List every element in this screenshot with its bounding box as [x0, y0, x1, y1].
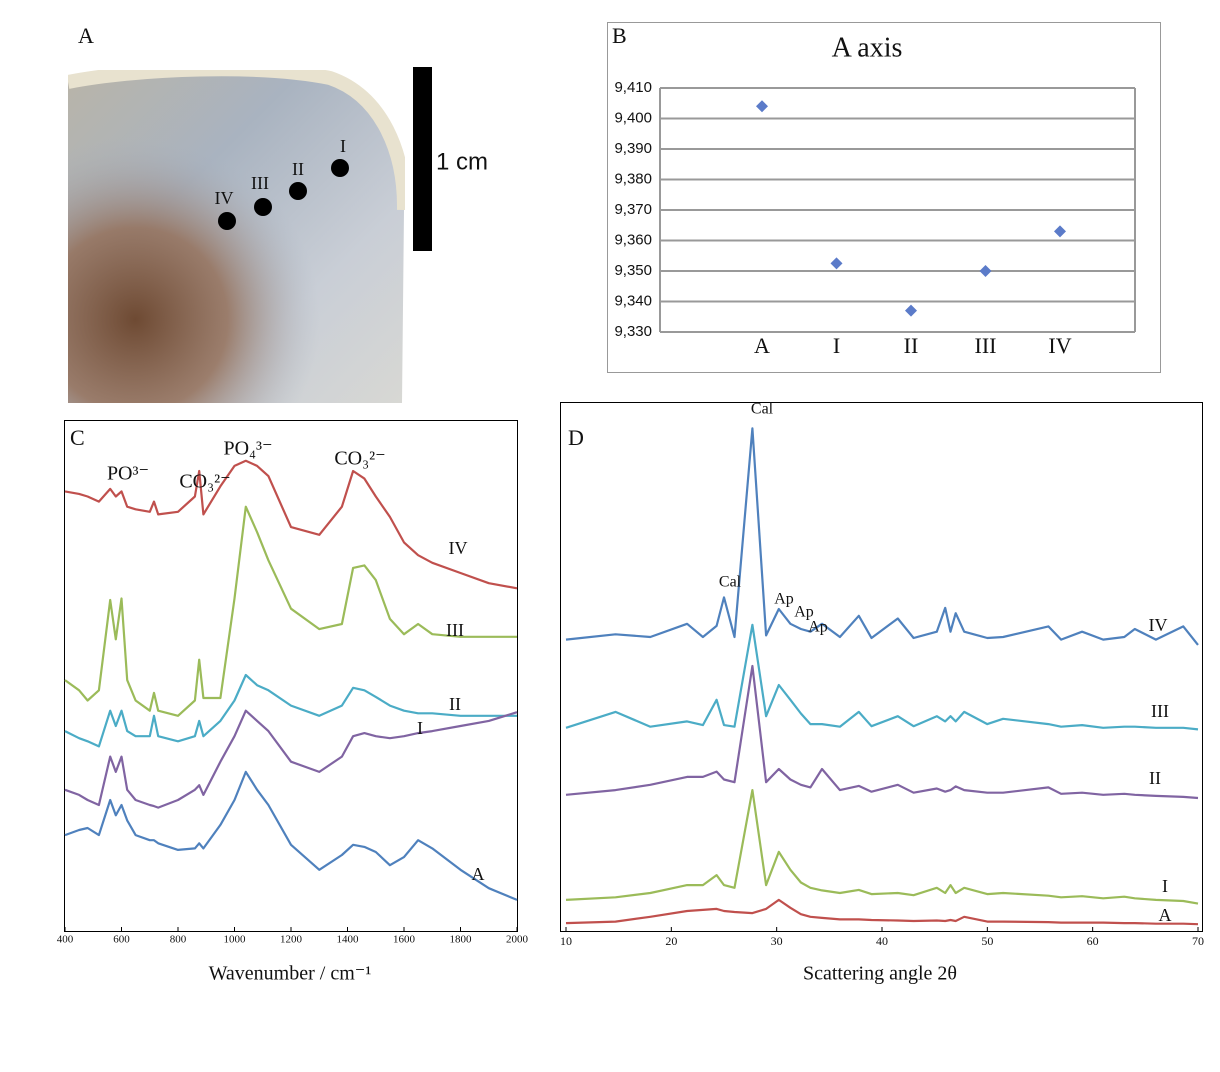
- sample-point: [218, 212, 236, 230]
- sample-point: [254, 198, 272, 216]
- peak-annotation: Ap: [774, 591, 794, 608]
- data-point: [905, 305, 917, 317]
- peak-annotation: PO³⁻: [107, 463, 149, 485]
- x-tick-label: 10: [560, 934, 572, 948]
- panel-frame: [561, 403, 1203, 932]
- x-tick-label: 30: [771, 934, 783, 948]
- scale-bar: [413, 67, 432, 251]
- series-label: III: [446, 620, 464, 640]
- x-tick-label: 1200: [280, 934, 303, 946]
- x-tick-label: 40: [876, 934, 888, 948]
- x-tick-label: 1600: [393, 934, 416, 946]
- chart-title: A axis: [832, 32, 903, 63]
- sample-point-label: IV: [215, 188, 234, 208]
- peak-annotation: Ap: [808, 619, 828, 636]
- series-label: A: [472, 864, 485, 884]
- specimen-photo: [68, 69, 405, 403]
- x-tick-label: II: [904, 333, 919, 358]
- y-tick-label: 9,350: [614, 262, 652, 279]
- x-tick-label: 60: [1087, 934, 1099, 948]
- data-point: [980, 265, 992, 277]
- panel-frame: [608, 23, 1161, 373]
- y-tick-label: 9,360: [614, 231, 652, 248]
- peak-annotation: Cal: [719, 574, 742, 591]
- data-point: [1054, 225, 1066, 237]
- series-label: I: [1162, 876, 1168, 896]
- spectrum-line: [65, 711, 517, 808]
- peak-annotation: CO₃²⁻: [334, 448, 385, 470]
- data-point: [831, 257, 843, 269]
- y-tick-label: 9,330: [614, 323, 652, 340]
- panel-label: D: [568, 425, 584, 450]
- sample-point: [289, 182, 307, 200]
- data-point: [756, 100, 768, 112]
- spectrum-line: [566, 428, 1198, 645]
- sample-point-label: II: [292, 159, 304, 179]
- y-tick-label: 9,410: [614, 79, 652, 96]
- x-tick-label: IV: [1048, 333, 1071, 358]
- panel-label: A: [78, 23, 94, 48]
- x-tick-label: 20: [665, 934, 677, 948]
- series-label: IV: [1149, 615, 1168, 635]
- peak-annotation: CO₃²⁻: [179, 471, 230, 493]
- x-axis-label: Wavenumber / cm⁻¹: [209, 963, 372, 985]
- y-tick-label: 9,400: [614, 109, 652, 126]
- series-label: A: [1159, 905, 1172, 925]
- y-tick-label: 9,370: [614, 201, 652, 218]
- sample-point-label: I: [340, 136, 346, 156]
- spectrum-line: [65, 772, 517, 900]
- spectrum-line: [566, 790, 1198, 904]
- x-tick-label: 800: [170, 934, 187, 946]
- x-tick-label: I: [833, 333, 840, 358]
- x-tick-label: 400: [57, 934, 74, 946]
- x-tick-label: 1800: [450, 934, 473, 946]
- series-label: II: [449, 694, 461, 714]
- x-tick-label: 70: [1192, 934, 1204, 948]
- panel-label: B: [612, 23, 627, 48]
- y-tick-label: 9,340: [614, 292, 652, 309]
- y-tick-label: 9,380: [614, 170, 652, 187]
- figure: A 1 cm IIIIIIIVBA axis9,3309,3409,3509,3…: [0, 0, 1220, 1072]
- x-tick-label: 1400: [337, 934, 360, 946]
- panel-frame: [65, 421, 518, 932]
- x-tick-label: III: [975, 333, 997, 358]
- series-label: III: [1151, 701, 1169, 721]
- x-tick-label: A: [754, 333, 770, 358]
- spectrum-line: [566, 666, 1198, 798]
- panel-label: C: [70, 425, 85, 450]
- series-label: IV: [449, 538, 468, 558]
- x-tick-label: 2000: [506, 934, 529, 946]
- peak-annotation: PO₄³⁻: [223, 438, 272, 460]
- sample-point-label: III: [251, 173, 269, 193]
- sample-point: [331, 159, 349, 177]
- series-label: II: [1149, 768, 1161, 788]
- spectrum-line: [566, 900, 1198, 924]
- peak-annotation: Cal: [751, 401, 774, 418]
- series-label: I: [417, 718, 423, 738]
- y-tick-label: 9,390: [614, 140, 652, 157]
- scale-bar-label: 1 cm: [436, 148, 488, 175]
- x-tick-label: 50: [981, 934, 993, 948]
- x-tick-label: 600: [113, 934, 130, 946]
- x-tick-label: 1000: [224, 934, 247, 946]
- x-axis-label: Scattering angle 2θ: [803, 963, 957, 985]
